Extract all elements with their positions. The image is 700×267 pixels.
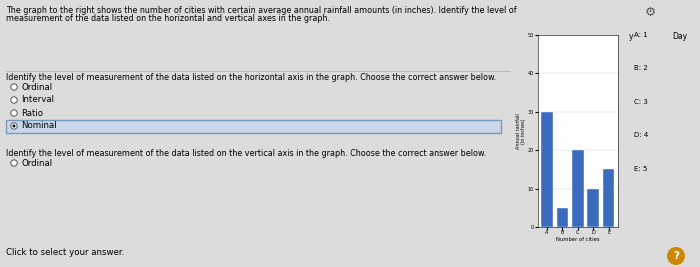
Circle shape xyxy=(13,124,15,128)
Text: y: y xyxy=(629,32,633,41)
Circle shape xyxy=(10,123,18,129)
Circle shape xyxy=(667,247,685,265)
Bar xyxy=(572,150,584,227)
Bar xyxy=(587,189,599,227)
Y-axis label: Annual rainfall
(in inches): Annual rainfall (in inches) xyxy=(516,113,526,149)
Text: B: 2: B: 2 xyxy=(634,65,648,71)
Text: Ordinal: Ordinal xyxy=(21,83,52,92)
Text: Ratio: Ratio xyxy=(21,108,43,117)
Text: Nominal: Nominal xyxy=(21,121,57,131)
Text: D: 4: D: 4 xyxy=(634,132,648,138)
Circle shape xyxy=(10,84,18,90)
Bar xyxy=(556,208,568,227)
Bar xyxy=(541,112,553,227)
Text: ?: ? xyxy=(673,251,679,261)
Text: C: 3: C: 3 xyxy=(634,99,648,105)
FancyBboxPatch shape xyxy=(6,120,500,132)
X-axis label: Number of cities: Number of cities xyxy=(556,237,600,242)
Text: The graph to the right shows the number of cities with certain average annual ra: The graph to the right shows the number … xyxy=(6,6,517,15)
Text: E: 5: E: 5 xyxy=(634,166,648,171)
Text: Day: Day xyxy=(672,32,687,41)
Circle shape xyxy=(10,160,18,166)
Bar xyxy=(603,169,615,227)
Circle shape xyxy=(10,97,18,103)
Text: Identify the level of measurement of the data listed on the horizontal axis in t: Identify the level of measurement of the… xyxy=(6,73,496,82)
Text: A: 1: A: 1 xyxy=(634,32,648,38)
Text: ⚙: ⚙ xyxy=(645,6,657,19)
Text: Identify the level of measurement of the data listed on the vertical axis in the: Identify the level of measurement of the… xyxy=(6,149,486,158)
Circle shape xyxy=(10,110,18,116)
Text: Ordinal: Ordinal xyxy=(21,159,52,167)
Text: Interval: Interval xyxy=(21,96,54,104)
Text: Click to select your answer.: Click to select your answer. xyxy=(6,248,125,257)
Text: measurement of the data listed on the horizontal and vertical axes in the graph.: measurement of the data listed on the ho… xyxy=(6,14,330,23)
